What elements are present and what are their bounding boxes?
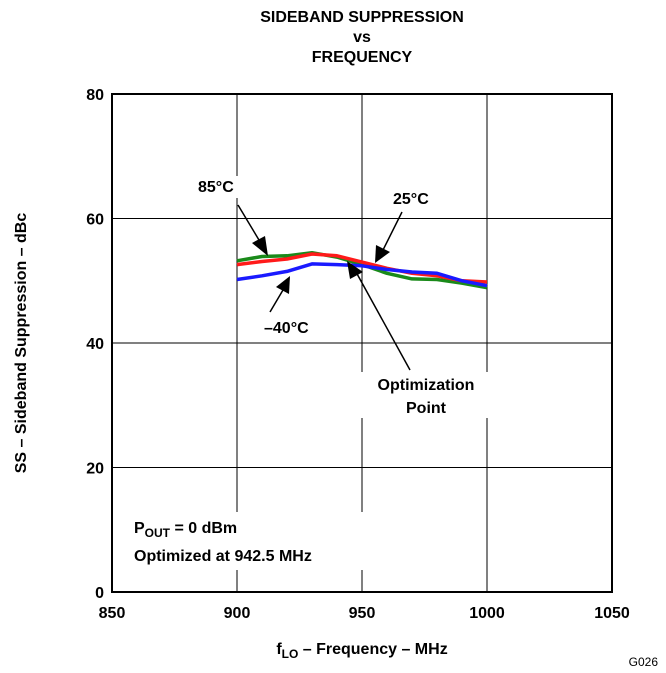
x-axis-label-rest: – Frequency – MHz bbox=[298, 641, 447, 658]
arrow-m40c-head bbox=[276, 276, 290, 294]
arrow-25c-line bbox=[382, 211, 403, 251]
condition-pout: POUT = 0 dBm bbox=[134, 520, 237, 540]
label-25c-bg bbox=[388, 188, 444, 210]
y-tick-label: 0 bbox=[95, 585, 104, 602]
label-25c: 25°C bbox=[393, 191, 429, 208]
label-m40c: –40°C bbox=[264, 320, 309, 337]
annotation-arrows bbox=[237, 204, 411, 371]
x-tick-label: 950 bbox=[349, 605, 376, 622]
arrow-m40c-line bbox=[269, 289, 284, 313]
y-tick-label: 60 bbox=[86, 212, 104, 229]
x-axis-label-sub: LO bbox=[282, 647, 299, 661]
arrow-85c-head bbox=[252, 236, 268, 256]
x-tick-label: 850 bbox=[99, 605, 126, 622]
figure-id: G026 bbox=[629, 655, 659, 669]
y-tick-label: 40 bbox=[86, 336, 104, 353]
x-tick-label: 1050 bbox=[594, 605, 630, 622]
series-lines bbox=[236, 250, 488, 290]
condition-pout-main: P bbox=[134, 520, 145, 537]
x-tick-labels: 850 900 950 1000 1050 bbox=[99, 605, 630, 622]
x-axis-label-main: f bbox=[276, 641, 282, 658]
arrow-optimization-head bbox=[347, 261, 363, 279]
y-tick-label: 80 bbox=[86, 87, 104, 104]
label-m40c-bg bbox=[258, 316, 330, 338]
arrow-25c-head bbox=[375, 245, 390, 263]
chart-title-line-3: FREQUENCY bbox=[312, 49, 413, 66]
conditions-bg bbox=[128, 512, 368, 570]
series-line-2 bbox=[236, 262, 488, 288]
x-tick-label: 1000 bbox=[469, 605, 505, 622]
arrow-optimization-line bbox=[355, 271, 411, 371]
label-optimization-line-2: Point bbox=[406, 400, 447, 417]
condition-pout-sub: OUT bbox=[145, 526, 171, 540]
label-85c: 85°C bbox=[198, 179, 234, 196]
condition-optimized: Optimized at 942.5 MHz bbox=[134, 548, 312, 565]
y-tick-label: 20 bbox=[86, 461, 104, 478]
chart-title-line-1: SIDEBAND SUPPRESSION bbox=[260, 9, 464, 26]
chart-title-line-2: vs bbox=[353, 29, 371, 46]
x-tick-label: 900 bbox=[224, 605, 251, 622]
label-optimization-bg bbox=[356, 372, 496, 418]
arrow-85c-line bbox=[237, 204, 263, 246]
condition-pout-rest: = 0 dBm bbox=[170, 520, 237, 537]
y-axis-label: SS – Sideband Suppression – dBc bbox=[13, 213, 30, 474]
y-tick-labels: 0 20 40 60 80 bbox=[86, 87, 104, 602]
label-85c-bg bbox=[192, 176, 254, 198]
x-axis-label: fLO – Frequency – MHz bbox=[276, 641, 447, 661]
label-optimization-line-1: Optimization bbox=[378, 377, 475, 394]
